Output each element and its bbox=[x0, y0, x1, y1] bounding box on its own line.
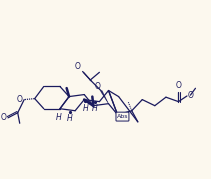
Text: O: O bbox=[17, 95, 23, 104]
Text: Abs: Abs bbox=[117, 114, 128, 119]
Text: O: O bbox=[176, 81, 181, 90]
Text: O: O bbox=[0, 113, 6, 122]
Text: O: O bbox=[75, 62, 81, 71]
Polygon shape bbox=[101, 91, 108, 104]
Text: H: H bbox=[92, 104, 98, 113]
Text: O: O bbox=[188, 91, 194, 100]
Text: H: H bbox=[82, 104, 88, 113]
Text: H: H bbox=[67, 114, 72, 123]
FancyBboxPatch shape bbox=[116, 112, 129, 121]
Text: O: O bbox=[94, 82, 100, 91]
Text: H: H bbox=[56, 113, 62, 122]
